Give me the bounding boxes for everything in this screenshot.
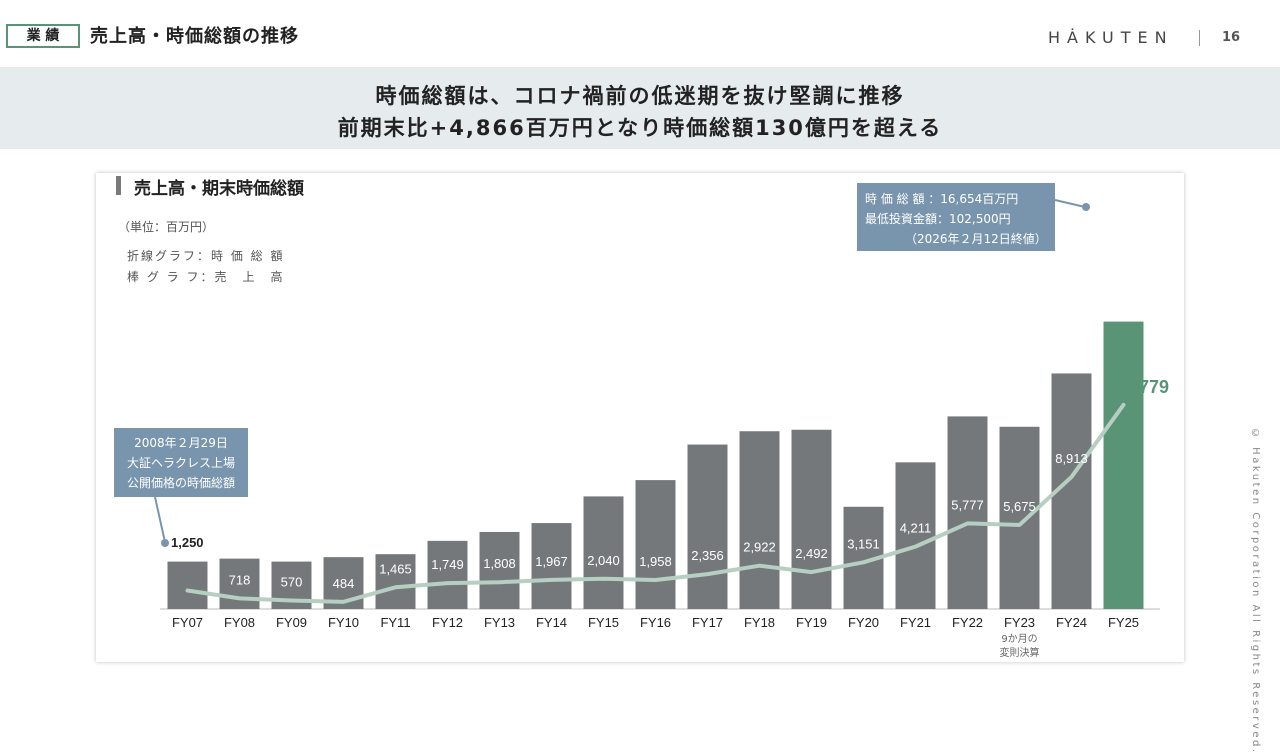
market-cap-label-fy11: 1,465 (379, 561, 412, 576)
x-tick-fy15: FY15 (588, 615, 619, 630)
sales-bar-fy22 (947, 416, 988, 609)
market-cap-label-fy15: 2,040 (587, 553, 620, 568)
legend-bar-series: 棒 グ ラ フ：売 上 高 (127, 270, 285, 284)
current-marketcap-leader (1054, 199, 1086, 208)
market-cap-label-fy13: 1,808 (483, 556, 516, 571)
current-marketcap-callout-box (857, 183, 1055, 251)
x-tick-fy16: FY16 (640, 615, 671, 630)
headline-line-2: 前期末比+4,866百万円となり時価総額130億円を超える (337, 116, 943, 140)
market-cap-label-fy12: 1,749 (431, 557, 464, 572)
x-tick-fy11: FY11 (380, 615, 410, 630)
sales-bar-fy14 (531, 523, 572, 609)
market-cap-label-fy16: 1,958 (639, 554, 672, 569)
ipo-callout-dot (161, 539, 169, 547)
x-tick-fy19: FY19 (796, 615, 827, 630)
sales-bar-fy15 (583, 496, 624, 609)
x-tick-fy12: FY12 (432, 615, 463, 630)
ipo-callout-line-1: 2008年２月29日 (134, 436, 228, 450)
current-marketcap-dot (1082, 203, 1090, 211)
sales-bar-fy11 (375, 554, 416, 609)
sales-bar-fy21 (895, 462, 936, 609)
x-tick-fy10: FY10 (328, 615, 359, 630)
sales-bar-fy16 (635, 480, 676, 609)
fy23-note-line-2: 変則決算 (1000, 646, 1040, 659)
header-divider (1199, 30, 1200, 46)
chart-title: 売上高・期末時価総額 (134, 179, 304, 199)
x-tick-fy13: FY13 (484, 615, 515, 630)
x-tick-fy21: FY21 (900, 615, 931, 630)
section-tag: 業 績 (6, 24, 80, 48)
x-tick-fy24: FY24 (1056, 615, 1087, 630)
sales-bar-fy13 (479, 531, 520, 609)
market-cap-label-fy22: 5,777 (951, 497, 984, 512)
x-tick-fy22: FY22 (952, 615, 983, 630)
market-cap-label-fy14: 1,967 (535, 554, 568, 569)
legend-line-series: 折線グラフ：時 価 総 額 (127, 249, 285, 263)
sales-bar-fy23 (999, 426, 1040, 609)
market-cap-label-fy23: 5,675 (1003, 499, 1036, 514)
headline-line-1: 時価総額は、コロナ禍前の低迷期を抜け堅調に推移 (375, 84, 905, 108)
sales-bar-fy18 (739, 431, 780, 609)
x-tick-fy09: FY09 (276, 615, 307, 630)
market-cap-label-fy21: 4,211 (900, 521, 932, 536)
x-tick-fy20: FY20 (848, 615, 879, 630)
market-cap-label-fy18: 2,922 (743, 540, 776, 555)
fy23-note-line-1: 9か月の (1001, 633, 1037, 645)
ipo-callout-leader (154, 496, 166, 543)
x-tick-fy18: FY18 (744, 615, 775, 630)
x-tick-fy25: FY25 (1108, 615, 1139, 630)
market-cap-label-fy20: 3,151 (847, 536, 880, 551)
market-cap-label-fy07: 1,250 (171, 535, 204, 550)
market-cap-line (185, 402, 1126, 604)
ipo-callout-box (114, 428, 248, 497)
x-tick-fy08: FY08 (224, 615, 255, 630)
sales-bar-fy19 (791, 429, 832, 609)
market-cap-label-fy19: 2,492 (795, 546, 828, 561)
market-cap-label-fy10: 484 (333, 576, 355, 591)
market-cap-label-fy25: 13,779 (1114, 377, 1169, 397)
sales-bar-fy25 (1103, 321, 1144, 609)
sales-bar-fy12 (427, 540, 468, 609)
current-marketcap-callout-line-3: （2026年２月12日終値） (905, 231, 1047, 246)
sales-bar-fy07 (167, 561, 208, 609)
company-logo: HȦKUTEN (1048, 28, 1174, 47)
current-marketcap-callout-line-1: 時 価 総 額 ：16,654百万円 (865, 192, 1018, 206)
x-tick-fy07: FY07 (172, 615, 203, 630)
market-cap-label-fy08: 718 (229, 572, 251, 587)
ipo-callout-line-2: 大証ヘラクレス上場 (127, 456, 235, 470)
market-cap-label-fy09: 570 (281, 575, 303, 590)
sales-bar-fy17 (687, 444, 728, 609)
current-marketcap-callout-line-2: 最低投資金額：102,500円 (865, 211, 1011, 226)
sales-marketcap-chart: 718 570 484 1,465 1,749 1,808 1,967 2,040 1,958 2… (114, 183, 1169, 659)
x-tick-fy14: FY14 (536, 615, 567, 630)
unit-label: （単位：百万円） (118, 220, 215, 234)
market-cap-label-fy24: 8,913 (1055, 451, 1088, 466)
page-number: 16 (1222, 30, 1241, 45)
market-cap-label-fy17: 2,356 (691, 548, 724, 563)
copyright-text: © Hakuten Corporation All Rights Reserve… (1250, 428, 1261, 755)
x-tick-fy23: FY23 (1004, 615, 1035, 630)
x-tick-fy17: FY17 (692, 615, 723, 630)
ipo-callout-line-3: 公開価格の時価総額 (127, 475, 235, 490)
headline-banner: 時価総額は、コロナ禍前の低迷期を抜け堅調に推移 前期末比+4,866百万円となり… (0, 67, 1280, 149)
chart-title-marker (116, 176, 121, 195)
page-title: 売上高・時価総額の推移 (90, 26, 299, 47)
